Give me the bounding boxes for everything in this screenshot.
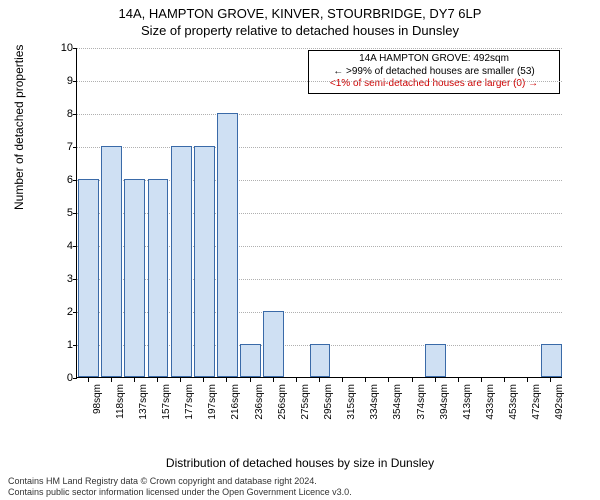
xtick-mark (273, 378, 274, 382)
ytick-label: 5 (55, 207, 73, 219)
xtick-mark (388, 378, 389, 382)
bar (171, 146, 192, 377)
xtick-label: 98sqm (92, 384, 103, 434)
xtick-label: 256sqm (277, 384, 288, 434)
xtick-mark (365, 378, 366, 382)
gridline (77, 114, 562, 115)
xtick-label: 315sqm (346, 384, 357, 434)
xtick-mark (504, 378, 505, 382)
xtick-label: 197sqm (207, 384, 218, 434)
ytick-mark (73, 180, 77, 181)
xtick-label: 354sqm (392, 384, 403, 434)
bar (148, 179, 169, 377)
y-axis-label: Number of detached properties (12, 45, 26, 210)
annotation-line3: <1% of semi-detached houses are larger (… (313, 78, 555, 91)
xtick-mark (527, 378, 528, 382)
ytick-label: 8 (55, 108, 73, 120)
xtick-mark (134, 378, 135, 382)
ytick-mark (73, 279, 77, 280)
xtick-mark (458, 378, 459, 382)
xtick-mark (550, 378, 551, 382)
xtick-mark (88, 378, 89, 382)
xtick-label: 177sqm (184, 384, 195, 434)
bar (263, 311, 284, 377)
gridline (77, 81, 562, 82)
xtick-mark (481, 378, 482, 382)
xtick-label: 137sqm (138, 384, 149, 434)
ytick-label: 2 (55, 306, 73, 318)
ytick-label: 1 (55, 339, 73, 351)
annotation-line2: ← >99% of detached houses are smaller (5… (313, 66, 555, 79)
plot-area: 14A HAMPTON GROVE: 492sqm ← >99% of deta… (76, 48, 562, 378)
xtick-label: 472sqm (531, 384, 542, 434)
xtick-mark (226, 378, 227, 382)
ytick-label: 10 (55, 42, 73, 54)
ytick-label: 6 (55, 174, 73, 186)
footer-line2: Contains public sector information licen… (8, 487, 352, 498)
ytick-mark (73, 48, 77, 49)
ytick-label: 0 (55, 372, 73, 384)
annotation-box: 14A HAMPTON GROVE: 492sqm ← >99% of deta… (308, 50, 560, 94)
ytick-mark (73, 312, 77, 313)
bar (240, 344, 261, 377)
ytick-mark (73, 345, 77, 346)
xtick-mark (111, 378, 112, 382)
bar (124, 179, 145, 377)
xtick-mark (180, 378, 181, 382)
bar (194, 146, 215, 377)
ytick-label: 3 (55, 273, 73, 285)
page-title: 14A, HAMPTON GROVE, KINVER, STOURBRIDGE,… (0, 6, 600, 21)
xtick-label: 492sqm (554, 384, 565, 434)
xtick-mark (342, 378, 343, 382)
x-axis-label: Distribution of detached houses by size … (0, 456, 600, 470)
footer-line1: Contains HM Land Registry data © Crown c… (8, 476, 352, 487)
xtick-mark (250, 378, 251, 382)
bar (217, 113, 238, 377)
ytick-label: 7 (55, 141, 73, 153)
ytick-mark (73, 213, 77, 214)
xtick-label: 118sqm (115, 384, 126, 434)
bar (541, 344, 562, 377)
ytick-mark (73, 378, 77, 379)
gridline (77, 147, 562, 148)
footer-attribution: Contains HM Land Registry data © Crown c… (8, 476, 352, 498)
histogram-chart: 14A HAMPTON GROVE: 492sqm ← >99% of deta… (52, 48, 562, 408)
bar (425, 344, 446, 377)
ytick-label: 4 (55, 240, 73, 252)
xtick-label: 374sqm (416, 384, 427, 434)
xtick-label: 236sqm (254, 384, 265, 434)
xtick-label: 275sqm (300, 384, 311, 434)
xtick-label: 433sqm (485, 384, 496, 434)
xtick-label: 413sqm (462, 384, 473, 434)
xtick-mark (296, 378, 297, 382)
bar (101, 146, 122, 377)
xtick-mark (412, 378, 413, 382)
bar (310, 344, 331, 377)
xtick-mark (157, 378, 158, 382)
bar (78, 179, 99, 377)
ytick-mark (73, 246, 77, 247)
xtick-label: 394sqm (439, 384, 450, 434)
title-block: 14A, HAMPTON GROVE, KINVER, STOURBRIDGE,… (0, 0, 600, 38)
xtick-label: 295sqm (323, 384, 334, 434)
xtick-mark (435, 378, 436, 382)
xtick-label: 334sqm (369, 384, 380, 434)
xtick-mark (203, 378, 204, 382)
ytick-mark (73, 81, 77, 82)
page-subtitle: Size of property relative to detached ho… (0, 23, 600, 38)
ytick-mark (73, 147, 77, 148)
xtick-label: 453sqm (508, 384, 519, 434)
ytick-label: 9 (55, 75, 73, 87)
ytick-mark (73, 114, 77, 115)
annotation-line1: 14A HAMPTON GROVE: 492sqm (313, 53, 555, 66)
xtick-label: 216sqm (230, 384, 241, 434)
xtick-label: 157sqm (161, 384, 172, 434)
xtick-mark (319, 378, 320, 382)
gridline (77, 48, 562, 49)
